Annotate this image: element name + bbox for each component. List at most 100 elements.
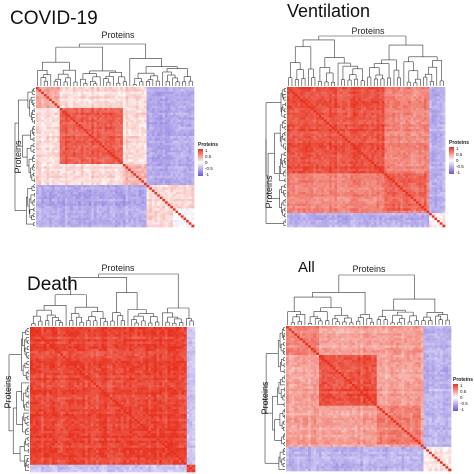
heatmap-cell xyxy=(154,101,158,104)
heatmap-cell xyxy=(62,171,66,174)
heatmap-cell xyxy=(107,131,111,135)
heatmap-cell xyxy=(117,131,121,135)
heatmap-cell xyxy=(159,215,163,219)
heatmap-cell xyxy=(117,180,121,184)
heatmap-cell xyxy=(64,87,68,90)
heatmap-cell xyxy=(59,110,63,114)
heatmap-cell xyxy=(170,154,174,158)
heatmap-cell xyxy=(170,133,174,137)
heatmap-cell xyxy=(80,133,84,137)
heatmap-cell xyxy=(54,161,58,165)
heatmap-cell xyxy=(149,145,153,149)
heatmap-cell xyxy=(41,119,45,123)
heatmap-cell xyxy=(109,192,113,195)
heatmap-cell xyxy=(300,105,304,109)
heatmap-cell xyxy=(392,103,396,107)
heatmap-cell xyxy=(93,133,97,137)
heatmap-cell xyxy=(59,161,63,165)
heatmap-cell xyxy=(104,133,108,137)
heatmap-cell xyxy=(46,201,50,205)
heatmap-cell xyxy=(101,199,105,202)
heatmap-cell xyxy=(183,147,187,151)
heatmap-cell xyxy=(75,182,79,186)
heatmap-cell xyxy=(342,89,346,93)
heatmap-cell xyxy=(101,208,105,212)
heatmap-cell xyxy=(175,201,179,205)
heatmap-cell xyxy=(128,152,132,156)
heatmap-cell xyxy=(112,164,116,167)
heatmap-cell xyxy=(157,122,161,125)
heatmap-cell xyxy=(38,222,42,226)
panel-covid-19: COVID-19 Proteins Proteins Proteins 1 0.… xyxy=(10,8,218,228)
heatmap-cell xyxy=(162,178,166,181)
heatmap-cell xyxy=(313,105,317,109)
heatmap-cell xyxy=(344,108,348,111)
heatmap-cell xyxy=(141,215,145,219)
heatmap-cell xyxy=(170,110,174,114)
heatmap-cell xyxy=(36,138,39,142)
heatmap-cell xyxy=(294,103,298,107)
heatmap-cell xyxy=(154,182,158,186)
heatmap-cell xyxy=(67,96,71,100)
heatmap-cell xyxy=(175,217,179,221)
heatmap-cell xyxy=(99,210,103,214)
heatmap-cell xyxy=(136,171,140,174)
heatmap-cell xyxy=(128,164,132,167)
heatmap-cell xyxy=(122,164,126,167)
heatmap-cell xyxy=(91,210,95,214)
heatmap-cell xyxy=(107,192,111,195)
heatmap-cell xyxy=(138,94,142,97)
heatmap-cell xyxy=(292,117,296,121)
heatmap-cell xyxy=(88,161,92,165)
heatmap-cell xyxy=(167,224,171,228)
heatmap-cell xyxy=(175,164,179,167)
heatmap-cell xyxy=(57,201,61,205)
heatmap-cell xyxy=(62,108,66,111)
heatmap-cell xyxy=(91,105,95,109)
heatmap-cell xyxy=(162,103,166,107)
heatmap-cell xyxy=(112,112,116,116)
heatmap-cell xyxy=(188,101,192,104)
heatmap-cell xyxy=(191,182,195,186)
heatmap-cell xyxy=(442,91,446,95)
heatmap-cell xyxy=(51,138,55,142)
heatmap-cell xyxy=(170,145,174,149)
heatmap-cell xyxy=(128,187,132,191)
heatmap-cell xyxy=(43,196,47,200)
heatmap-cell xyxy=(368,96,372,100)
heatmap-cell xyxy=(62,185,66,188)
heatmap-cell xyxy=(38,101,42,104)
heatmap-cell xyxy=(88,126,92,130)
heatmap-cell xyxy=(107,115,111,118)
heatmap-cell xyxy=(133,140,137,144)
heatmap-cell xyxy=(400,101,404,104)
heatmap-cell xyxy=(112,108,116,111)
heatmap-cell xyxy=(59,131,63,135)
heatmap-cell xyxy=(128,220,132,223)
heatmap-cell xyxy=(38,96,42,100)
heatmap-cell xyxy=(146,119,150,123)
heatmap-cell xyxy=(151,131,155,135)
heatmap-cell xyxy=(154,215,158,219)
heatmap-cell xyxy=(434,115,438,118)
heatmap-cell xyxy=(434,105,438,109)
heatmap-cell xyxy=(167,206,171,209)
heatmap-cell xyxy=(78,150,82,153)
heatmap-cell xyxy=(104,112,108,116)
heatmap-cell xyxy=(371,115,375,118)
heatmap-cell xyxy=(86,143,90,146)
heatmap-cell xyxy=(413,98,417,102)
heatmap-cell xyxy=(101,98,105,102)
heatmap-cell xyxy=(323,115,327,118)
heatmap-cell xyxy=(78,189,82,193)
heatmap-cell xyxy=(112,182,116,186)
heatmap-cell xyxy=(125,133,129,137)
heatmap-cell xyxy=(162,98,166,102)
heatmap-cell xyxy=(43,133,47,137)
heatmap-cell xyxy=(101,217,105,221)
heatmap-cell xyxy=(337,103,341,107)
heatmap-cell xyxy=(141,173,145,177)
heatmap-cell xyxy=(107,182,111,186)
heatmap-cell xyxy=(38,187,42,191)
heatmap-cell xyxy=(141,112,145,116)
